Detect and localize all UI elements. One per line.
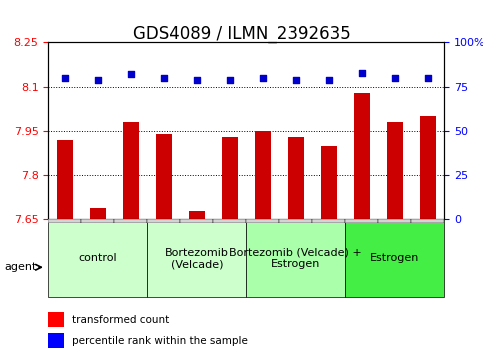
Point: [391, 75, 399, 81]
Point: [358, 70, 366, 75]
FancyBboxPatch shape: [246, 219, 279, 223]
Bar: [48, 312, 64, 327]
Point: [325, 77, 333, 82]
Bar: [354, 93, 370, 219]
FancyBboxPatch shape: [147, 219, 180, 223]
Point: [226, 77, 234, 82]
FancyBboxPatch shape: [114, 219, 147, 223]
Bar: [321, 146, 337, 219]
FancyBboxPatch shape: [412, 219, 444, 223]
Text: control: control: [79, 253, 117, 263]
FancyBboxPatch shape: [313, 219, 345, 223]
FancyBboxPatch shape: [81, 219, 114, 223]
Text: GDS4089 / ILMN_2392635: GDS4089 / ILMN_2392635: [133, 25, 350, 43]
Point: [160, 75, 168, 81]
Bar: [57, 140, 73, 219]
FancyBboxPatch shape: [48, 219, 147, 297]
Point: [94, 77, 102, 82]
Text: percentile rank within the sample: percentile rank within the sample: [72, 336, 248, 346]
FancyBboxPatch shape: [147, 219, 246, 297]
Point: [127, 72, 135, 77]
FancyBboxPatch shape: [48, 219, 81, 223]
Text: Estrogen: Estrogen: [370, 253, 420, 263]
FancyBboxPatch shape: [246, 219, 345, 297]
Bar: [287, 137, 304, 219]
Text: agent: agent: [5, 262, 37, 272]
FancyBboxPatch shape: [345, 219, 378, 223]
Point: [61, 75, 69, 81]
Bar: [48, 333, 64, 348]
Bar: [188, 211, 205, 219]
Point: [259, 75, 267, 81]
Bar: [386, 122, 403, 219]
FancyBboxPatch shape: [213, 219, 246, 223]
Text: Bortezomib
(Velcade): Bortezomib (Velcade): [165, 247, 229, 269]
Bar: [420, 116, 436, 219]
Bar: [156, 134, 172, 219]
Bar: [123, 122, 139, 219]
FancyBboxPatch shape: [279, 219, 313, 223]
Point: [193, 77, 201, 82]
Bar: [89, 208, 106, 219]
FancyBboxPatch shape: [378, 219, 412, 223]
Text: transformed count: transformed count: [72, 315, 170, 325]
Point: [292, 77, 299, 82]
FancyBboxPatch shape: [180, 219, 213, 223]
Text: Bortezomib (Velcade) +
Estrogen: Bortezomib (Velcade) + Estrogen: [229, 247, 362, 269]
Point: [424, 75, 432, 81]
Bar: [222, 137, 238, 219]
Bar: [255, 131, 271, 219]
FancyBboxPatch shape: [345, 219, 444, 297]
